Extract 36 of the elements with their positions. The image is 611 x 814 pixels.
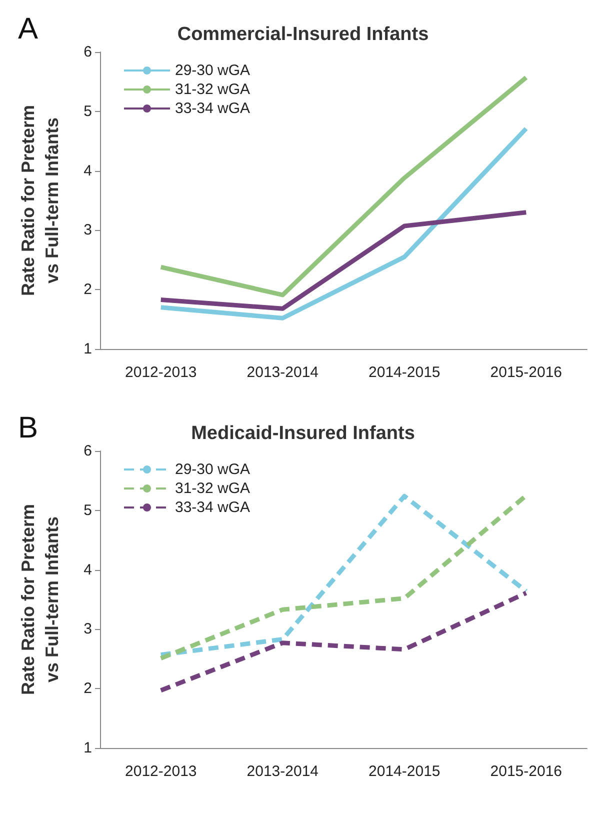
y-tick-label: 2 xyxy=(84,281,92,298)
y-tick-label: 1 xyxy=(84,340,92,358)
y-axis-title: Rate Ratio for Preterm vs Full-term Infants xyxy=(18,104,62,296)
x-tick-label: 2012-2013 xyxy=(125,364,197,381)
legend-label: 33-34 wGA xyxy=(175,100,250,117)
x-tick-label: 2015-2016 xyxy=(490,364,562,381)
chart-title: Commercial-Insured Infants xyxy=(177,24,429,45)
x-tick-label: 2013-2014 xyxy=(246,364,318,381)
chart-title: Medicaid-Insured Infants xyxy=(191,423,415,444)
line-series xyxy=(158,126,528,320)
legend-label: 29-30 wGA xyxy=(175,461,250,478)
y-tick-label: 3 xyxy=(84,620,92,638)
y-tick-label: 2 xyxy=(84,680,92,698)
x-tick-label: 2014-2015 xyxy=(368,364,440,381)
y-tick-label: 6 xyxy=(84,44,92,60)
legend-label: 31-32 wGA xyxy=(175,480,250,497)
x-tick-label: 2012-2013 xyxy=(125,763,197,780)
legend-label: 33-34 wGA xyxy=(175,499,250,516)
y-tick-label: 4 xyxy=(84,162,92,180)
line-series xyxy=(158,75,528,298)
text: B xyxy=(18,412,38,444)
legend-label: 29-30 wGA xyxy=(175,62,250,79)
y-axis-title: Rate Ratio for Preterm vs Full-term Infants xyxy=(18,504,62,696)
x-tick-label: 2013-2014 xyxy=(246,763,318,780)
y-tick-label: 6 xyxy=(84,442,92,460)
line-series xyxy=(158,210,528,311)
x-tick-label: 2014-2015 xyxy=(368,763,440,780)
y-tick-label: 5 xyxy=(84,502,92,519)
text: A xyxy=(18,12,38,46)
y-tick-label: 1 xyxy=(84,740,92,756)
y-tick-label: 4 xyxy=(84,561,92,578)
legend-label: 31-32 wGA xyxy=(175,81,250,98)
y-tick-label: 5 xyxy=(84,102,92,120)
x-tick-label: 2015-2016 xyxy=(490,763,562,780)
line-series xyxy=(158,590,528,693)
y-tick-label: 3 xyxy=(84,222,92,239)
